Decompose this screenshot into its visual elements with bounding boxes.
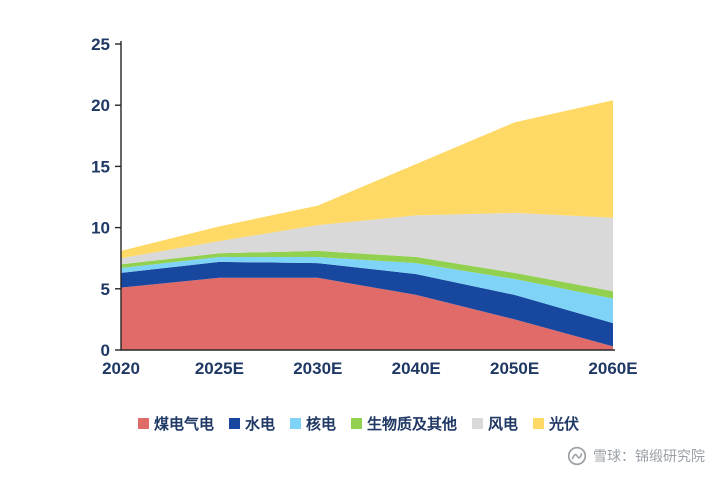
legend-swatch-icon	[351, 418, 362, 429]
legend-item-1: 水电	[228, 413, 275, 434]
x-tick-label: 2020	[102, 359, 140, 378]
y-tick-label: 20	[91, 96, 110, 115]
legend-label: 光伏	[549, 416, 580, 433]
y-tick-label: 15	[91, 157, 110, 176]
legend-item-0: 煤电气电	[137, 413, 214, 434]
chart-axes	[115, 41, 615, 351]
legend-label: 风电	[488, 416, 519, 433]
legend-label: 煤电气电	[153, 416, 214, 433]
x-axis-labels: 2020 2025E 2030E 2040E 2050E 2060E	[102, 359, 638, 378]
xueqiu-logo-icon	[567, 446, 587, 466]
area-series-3	[121, 250, 613, 299]
legend-item-4: 风电	[472, 413, 518, 434]
y-tick-label: 5	[101, 280, 110, 299]
legend-item-5: 光伏	[533, 413, 579, 434]
area-series-0	[121, 277, 613, 350]
area-series-5	[121, 100, 613, 259]
legend-swatch-icon	[472, 418, 484, 429]
legend-swatch-icon	[137, 418, 149, 429]
legend-label: 生物质及其他	[367, 416, 458, 433]
area-series-2	[121, 256, 613, 324]
legend-swatch-icon	[533, 418, 545, 429]
x-tick-label: 2050E	[490, 359, 539, 378]
chart-areas	[121, 100, 613, 350]
area-series-4	[121, 212, 613, 292]
y-axis-labels: 0 5 10 15 20 25	[91, 35, 110, 360]
legend-item-3: 生物质及其他	[351, 413, 457, 434]
legend-swatch-icon	[228, 418, 240, 429]
stacked-area-chart: 0 5 10 15 20 25 2020 2025E 2030E 2040E 2050E 2060E	[91, 35, 638, 378]
watermark: 雪球：锦缎研究院	[567, 446, 705, 466]
x-tick-label: 2030E	[293, 359, 342, 378]
x-tick-label: 2025E	[195, 359, 244, 378]
y-tick-label: 0	[101, 341, 110, 360]
legend-item-2: 核电	[289, 413, 336, 434]
y-tick-label: 10	[91, 219, 110, 238]
x-tick-label: 2060E	[588, 359, 637, 378]
legend-label: 核电	[305, 416, 336, 433]
legend-swatch-icon	[289, 418, 301, 429]
chart-legend: 煤电气电 水电 核电 生物质及其他 风电 光伏	[0, 413, 717, 434]
area-series-1	[121, 261, 613, 347]
x-tick-label: 2040E	[392, 359, 441, 378]
y-tick-label: 25	[91, 35, 110, 54]
legend-label: 水电	[244, 416, 275, 433]
watermark-text: 雪球：锦缎研究院	[593, 448, 705, 464]
